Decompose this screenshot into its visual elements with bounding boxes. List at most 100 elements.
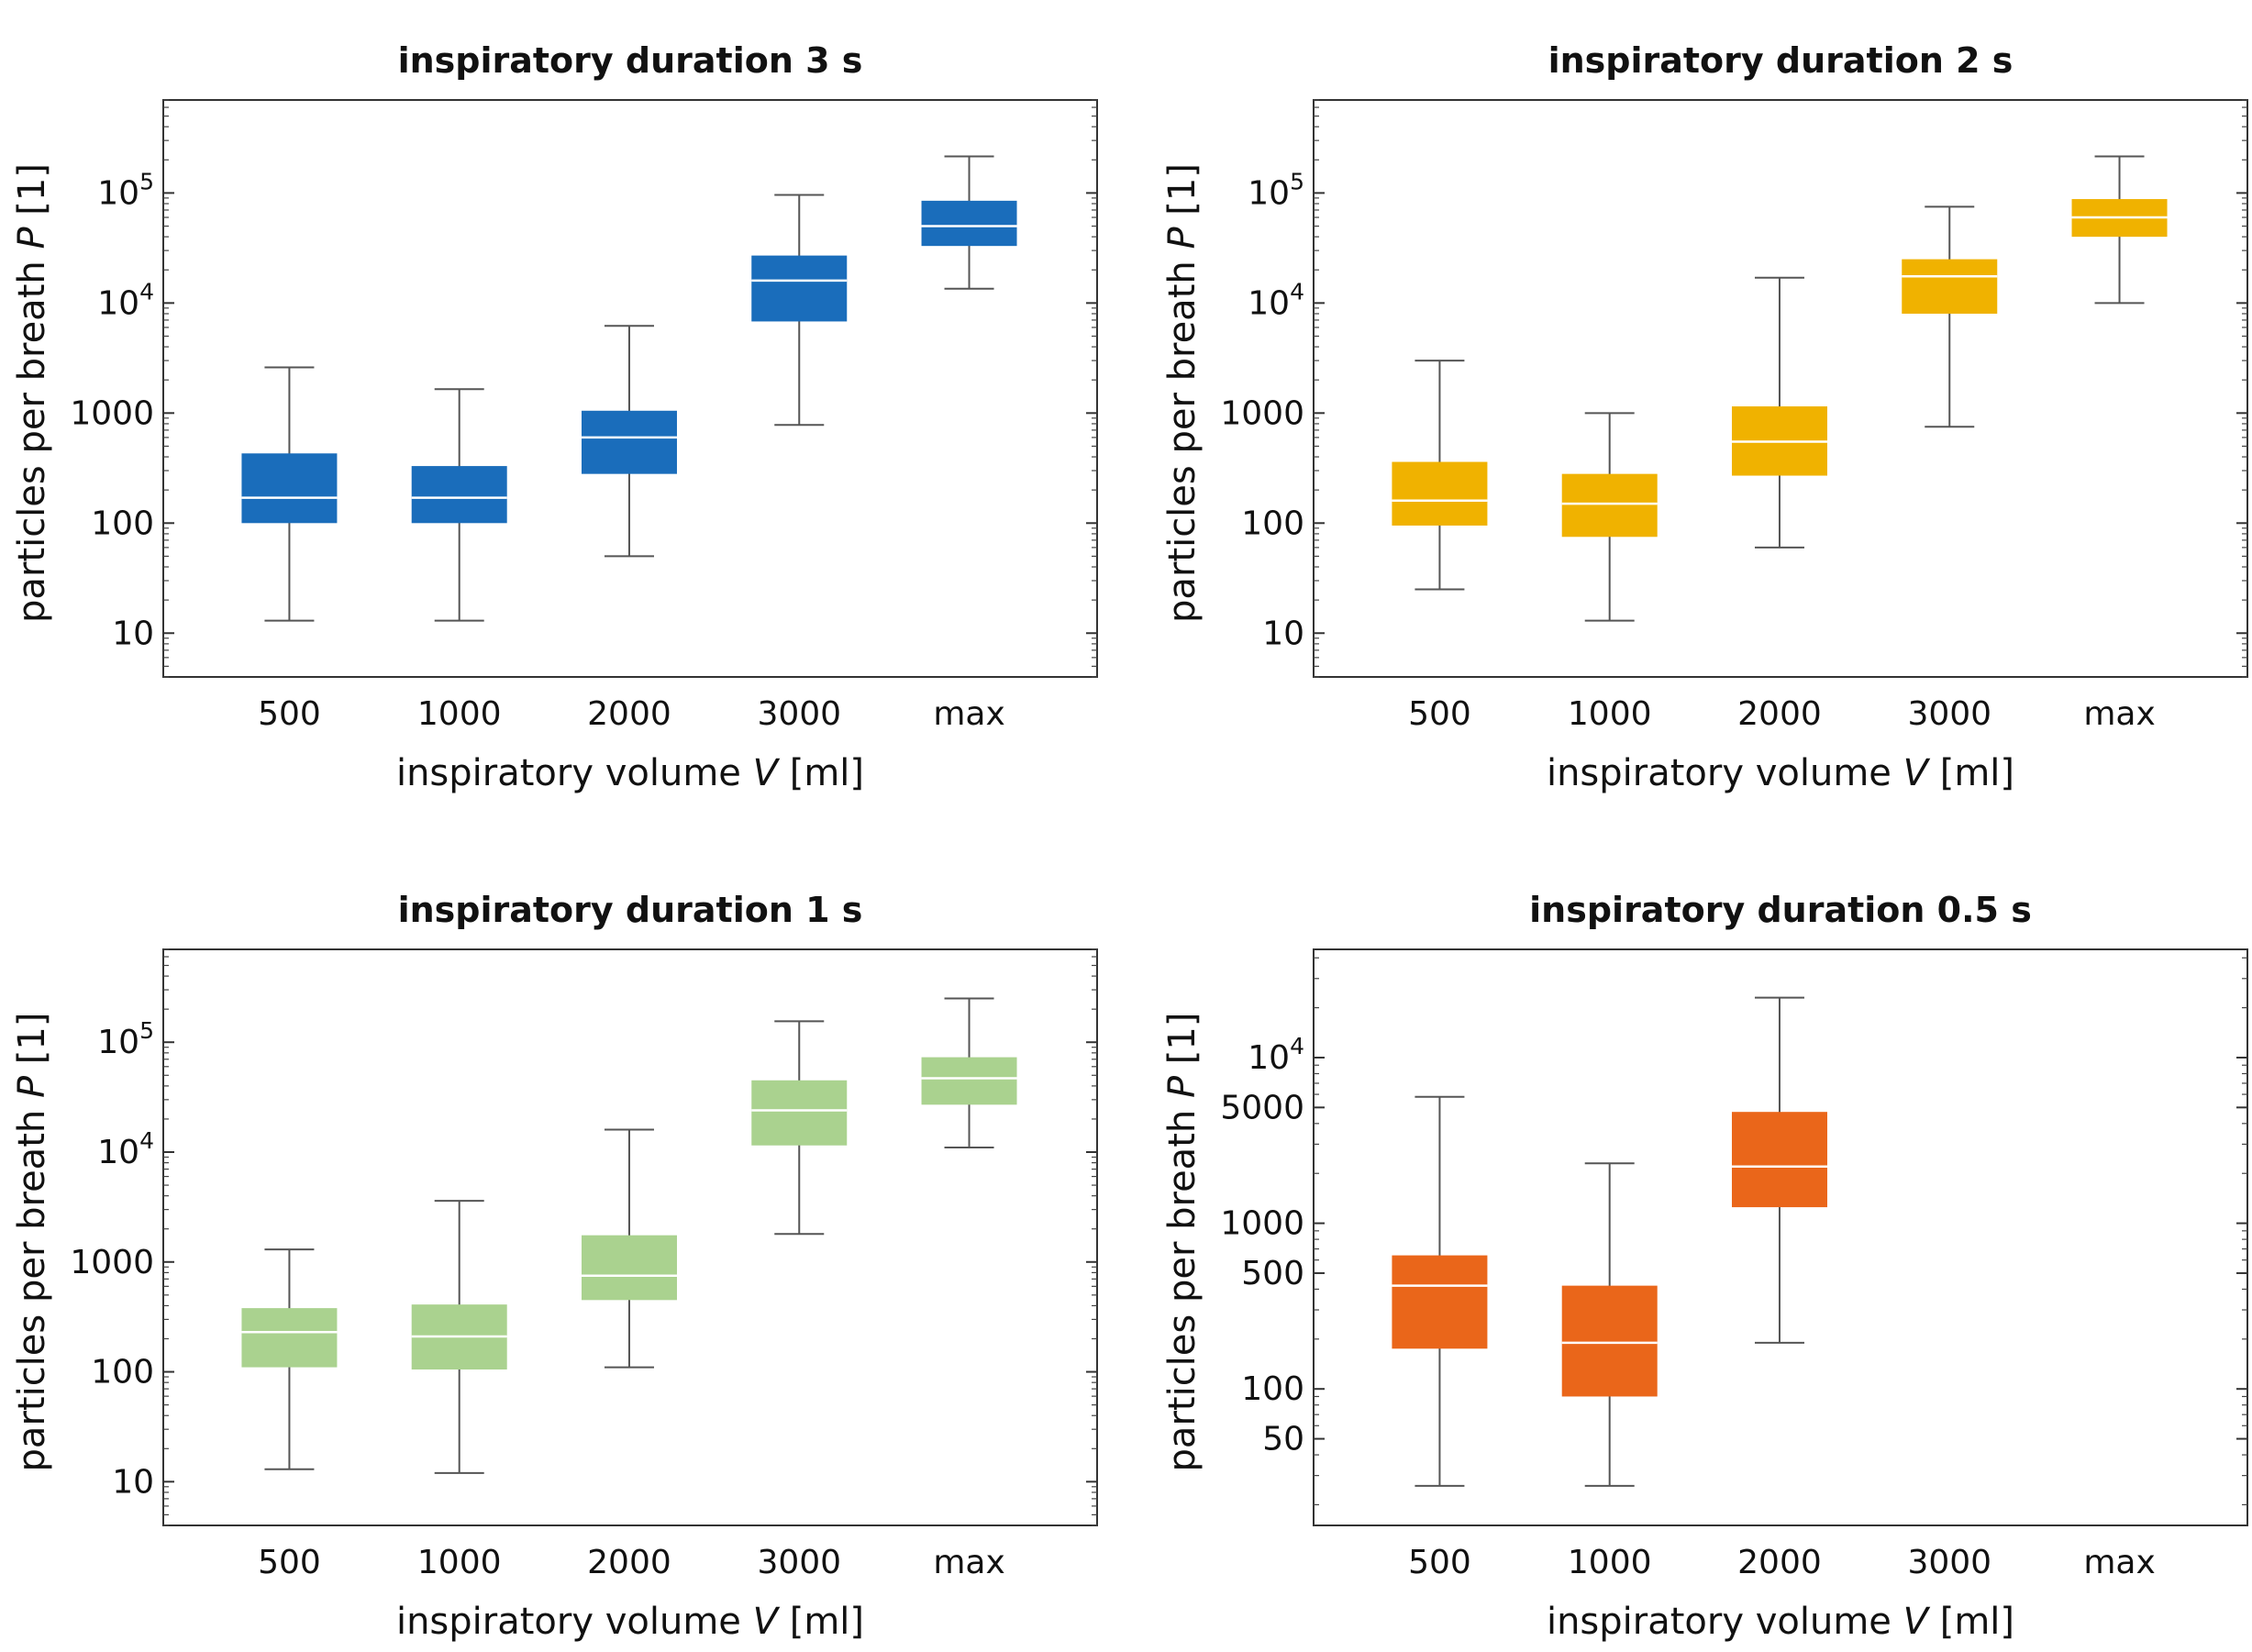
y-tick-base: 10 — [97, 174, 139, 212]
y-axis-label-part: particles per breath — [1161, 1098, 1204, 1471]
x-axis-label-var: V — [1903, 1601, 1931, 1643]
y-axis-label-part: [1] — [1161, 1013, 1204, 1076]
y-axis-label-part: particles per breath — [11, 249, 53, 623]
x-axis-label-var: V — [1903, 752, 1931, 794]
x-axis-label-var: V — [753, 752, 781, 794]
y-tick-base: 10 — [1248, 174, 1290, 212]
y-tick-base: 10 — [97, 1024, 139, 1061]
iqr-box — [751, 1080, 848, 1146]
x-tick-label: 1000 — [417, 695, 502, 733]
x-axis-label: inspiratory volume V [ml] — [1547, 752, 2014, 794]
x-tick-label: 3000 — [1907, 1544, 1991, 1581]
chart-panel-1: inspiratory duration 3 s1010010001041055… — [11, 40, 1098, 794]
plot-frame — [1313, 948, 2248, 1526]
y-axis-label-part: particles per breath — [11, 1098, 53, 1471]
x-axis-label: inspiratory volume V [ml] — [1547, 1601, 2014, 1643]
iqr-box — [921, 200, 1017, 247]
box-3000 — [751, 194, 848, 427]
plot-frame — [162, 99, 1098, 678]
y-tick-label: 104 — [97, 1127, 154, 1171]
y-tick-exponent: 5 — [1290, 168, 1304, 194]
y-tick-label: 1000 — [70, 394, 154, 432]
y-axis-label-part: [1] — [11, 163, 53, 227]
box-2000 — [1731, 276, 1827, 549]
y-tick-label: 1000 — [70, 1244, 154, 1281]
box-1000 — [1561, 412, 1658, 622]
y-axis-label-var: P — [11, 1075, 53, 1098]
y-axis-label: particles per breath P [1] — [11, 1013, 53, 1472]
y-tick-label: 104 — [1248, 278, 1304, 322]
y-tick-exponent: 5 — [139, 168, 154, 194]
iqr-box — [1561, 1285, 1658, 1397]
y-tick-label: 104 — [1248, 1033, 1304, 1077]
x-tick-label: 500 — [258, 695, 321, 733]
box-500 — [241, 366, 338, 622]
box-500 — [241, 1248, 338, 1470]
y-axis-label: particles per breath P [1] — [11, 163, 53, 623]
x-tick-label: 2000 — [1737, 1544, 1822, 1581]
box-3000 — [1902, 205, 1998, 428]
y-tick-base: 10 — [97, 1134, 139, 1171]
iqr-box — [241, 1308, 338, 1368]
y-tick-label: 10 — [112, 1463, 154, 1501]
x-tick-label: 500 — [1408, 695, 1471, 733]
chart-panel-4: inspiratory duration 0.5 s 50 100 500 1000 50… — [1161, 890, 2248, 1643]
y-axis-label-var: P — [1161, 227, 1204, 249]
x-axis-label-part: [ml] — [1928, 1601, 2014, 1643]
x-axis-label: inspiratory volume V [ml] — [396, 752, 864, 794]
y-tick-exponent: 4 — [1290, 1033, 1304, 1059]
plot-frame — [162, 948, 1098, 1526]
x-axis-label: inspiratory volume V [ml] — [396, 1601, 864, 1643]
x-axis-label-part: [ml] — [778, 1601, 864, 1643]
box-2000 — [1731, 996, 1827, 1344]
iqr-box — [1902, 259, 1998, 314]
box-2000 — [581, 1128, 677, 1369]
y-tick-base: 10 — [1248, 1039, 1290, 1077]
box-2000 — [581, 325, 677, 558]
minor-ticks — [1314, 957, 2247, 1506]
iqr-box — [1392, 461, 1488, 526]
box-max — [921, 997, 1017, 1149]
y-tick-label: 1000 — [1220, 1205, 1304, 1243]
y-tick-base: 10 — [97, 284, 139, 322]
x-tick-label: 1000 — [1568, 695, 1652, 733]
x-tick-label: max — [2083, 1544, 2155, 1581]
x-tick-label: 2000 — [587, 1544, 671, 1581]
y-tick-label: 100 — [91, 504, 154, 542]
y-axis-label: particles per breath P [1] — [1161, 1013, 1204, 1472]
x-tick-label: 2000 — [1737, 695, 1822, 733]
box-1000 — [1561, 1162, 1658, 1487]
y-tick-label: 105 — [97, 1017, 154, 1061]
y-axis-label-var: P — [1161, 1075, 1204, 1098]
minor-ticks — [163, 948, 1097, 1526]
x-axis-label-part: [ml] — [1928, 752, 2014, 794]
y-tick-exponent: 5 — [139, 1017, 154, 1044]
y-tick-label: 50 — [1262, 1421, 1304, 1458]
y-axis-label-part: particles per breath — [1161, 249, 1204, 623]
y-tick-label: 10 — [112, 615, 154, 652]
iqr-box — [241, 453, 338, 524]
x-axis-label-part: inspiratory volume — [396, 752, 753, 794]
chart-panel-2: inspiratory duration 2 s1010010001041055… — [1161, 40, 2248, 794]
y-tick-exponent: 4 — [139, 278, 154, 305]
panel-title: inspiratory duration 1 s — [398, 890, 863, 930]
y-axis-label-var: P — [11, 227, 53, 249]
y-tick-label: 100 — [1241, 504, 1304, 542]
iqr-box — [751, 255, 848, 322]
x-tick-label: 1000 — [1568, 1544, 1652, 1581]
x-tick-label: 3000 — [757, 1544, 841, 1581]
y-tick-exponent: 4 — [139, 1127, 154, 1154]
box-max — [2071, 155, 2168, 305]
y-tick-label: 500 — [1241, 1255, 1304, 1292]
panel-title: inspiratory duration 0.5 s — [1529, 890, 2032, 930]
x-tick-label: 500 — [1408, 1544, 1471, 1581]
box-1000 — [411, 388, 507, 622]
x-axis-label-part: inspiratory volume — [1547, 752, 1903, 794]
y-tick-base: 10 — [1248, 284, 1290, 322]
x-axis-label-var: V — [753, 1601, 781, 1643]
y-tick-label: 105 — [97, 168, 154, 212]
iqr-box — [411, 466, 507, 524]
y-axis-label-part: [1] — [11, 1013, 53, 1076]
x-tick-label: 2000 — [587, 695, 671, 733]
